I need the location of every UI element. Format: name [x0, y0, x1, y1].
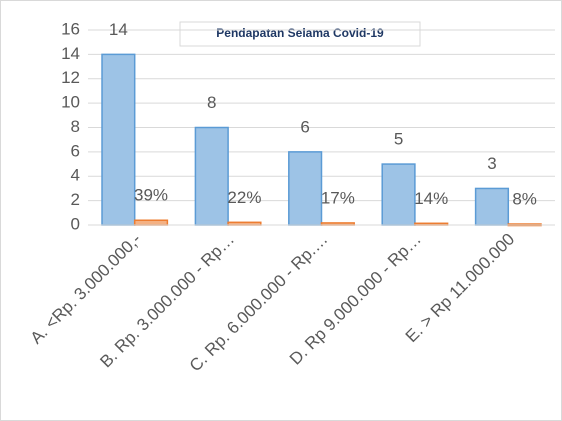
data-label: 5 [394, 130, 403, 149]
data-label: 17% [321, 188, 355, 207]
title-box [179, 21, 421, 47]
bar [288, 151, 323, 226]
data-label: 8% [512, 190, 537, 209]
bar [101, 53, 136, 226]
y-tick-label: 8 [71, 117, 80, 136]
y-tick-label: 4 [71, 166, 80, 185]
chart-title: Pendapatan Selama Covid-19 [216, 26, 384, 40]
bar [194, 126, 229, 226]
y-tick-label: 0 [71, 214, 80, 233]
y-tick-label: 12 [61, 68, 80, 87]
y-tick-label: 6 [71, 141, 80, 160]
bar [133, 219, 169, 226]
y-tick-label: 14 [61, 44, 80, 63]
y-tick-label: 2 [71, 190, 80, 209]
data-label: 3 [487, 154, 496, 173]
data-label: 8 [207, 93, 216, 112]
data-label: 39% [134, 186, 168, 205]
y-tick-label: 10 [61, 93, 80, 112]
data-label: 14 [109, 20, 128, 39]
bar [474, 187, 510, 226]
data-label: 14% [414, 189, 448, 208]
data-label: 6 [300, 117, 309, 136]
data-label: 22% [227, 188, 261, 207]
bar [381, 163, 416, 226]
y-tick-label: 16 [61, 19, 80, 38]
